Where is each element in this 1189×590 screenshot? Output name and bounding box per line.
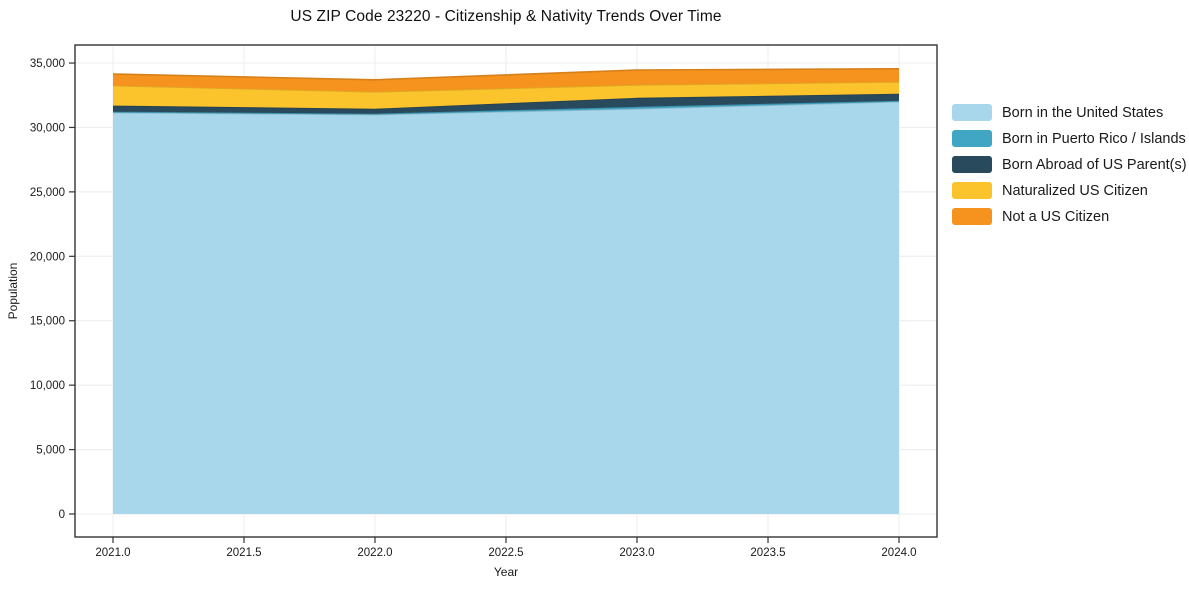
legend-swatch-icon: [952, 130, 992, 147]
area-series: [113, 101, 899, 514]
legend-label: Born in the United States: [1002, 104, 1164, 121]
y-tick-label: 35,000: [30, 58, 65, 70]
x-tick-label: 2022.5: [488, 547, 523, 559]
area-series: [113, 68, 899, 92]
legend: Born in the United States Born in Puerto …: [952, 104, 1187, 225]
y-tick-label: 20,000: [30, 251, 65, 263]
legend-swatch-icon: [952, 182, 992, 199]
y-tick-label: 25,000: [30, 187, 65, 199]
chart-title: US ZIP Code 23220 - Citizenship & Nativi…: [290, 8, 722, 25]
x-tick-label: 2023.0: [619, 547, 654, 559]
y-tick-label: 5,000: [36, 445, 65, 457]
area-series: [113, 81, 899, 109]
y-tick-label: 10,000: [30, 380, 65, 392]
area-series-edge: [112, 68, 900, 81]
legend-item: Born Abroad of US Parent(s): [952, 156, 1187, 173]
legend-swatch-icon: [952, 208, 992, 225]
legend-item: Not a US Citizen: [952, 208, 1187, 225]
legend-swatch-icon: [952, 156, 992, 173]
legend-label: Born in Puerto Rico / Islands: [1002, 130, 1186, 147]
legend-item: Born in the United States: [952, 104, 1187, 121]
y-tick-label: 0: [59, 509, 65, 521]
x-tick-label: 2021.5: [226, 547, 261, 559]
x-axis-label: Year: [493, 565, 519, 579]
x-tick-label: 2024.0: [881, 547, 916, 559]
y-tick-label: 30,000: [30, 122, 65, 134]
legend-swatch-icon: [952, 104, 992, 121]
legend-item: Born in Puerto Rico / Islands: [952, 130, 1187, 147]
x-tick-label: 2023.5: [750, 547, 785, 559]
y-tick-label: 15,000: [30, 316, 65, 328]
x-tick-label: 2021.0: [95, 547, 130, 559]
x-tick-label: 2022.0: [357, 547, 392, 559]
legend-item: Naturalized US Citizen: [952, 182, 1187, 199]
legend-label: Not a US Citizen: [1002, 208, 1110, 225]
legend-label: Born Abroad of US Parent(s): [1002, 156, 1187, 173]
legend-label: Naturalized US Citizen: [1002, 182, 1148, 199]
